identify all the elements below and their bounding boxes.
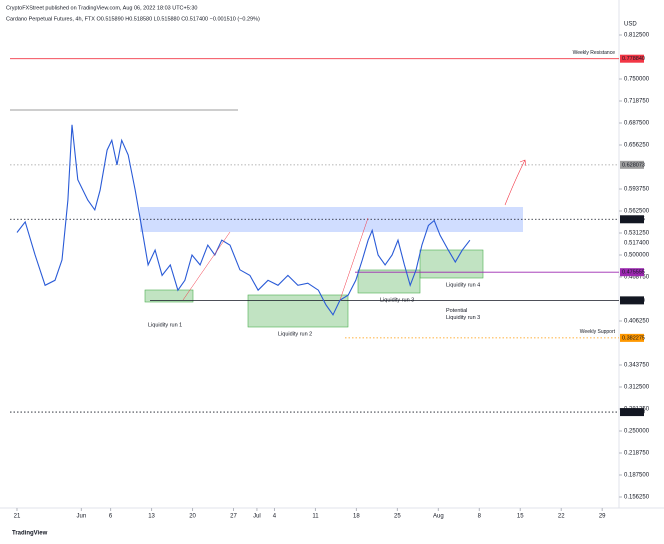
x-tick-label: 29 — [599, 514, 606, 520]
x-tick-label: 4 — [273, 514, 277, 520]
liquidity-box — [144, 289, 194, 303]
y-tick-label: 0.468750 — [624, 275, 650, 281]
projection-line — [182, 231, 231, 301]
y-tick-label: 0.718750 — [624, 99, 650, 105]
projection-arrow — [504, 159, 527, 206]
level-note: Weekly Support — [580, 329, 616, 335]
y-tick-label: 0.218750 — [624, 451, 650, 457]
y-tick-label: 0.687500 — [624, 121, 650, 127]
y-tick-label: 0.250000 — [624, 429, 650, 435]
y-tick-label: 0.562500 — [624, 209, 650, 215]
x-tick-label: 13 — [148, 514, 155, 520]
annotation: Liquidity run 3 — [380, 297, 414, 303]
x-tick-label: 27 — [230, 514, 237, 520]
x-tick-label: Jun — [77, 514, 87, 520]
level-label: 0.550745 — [622, 217, 645, 223]
x-tick-label: 21 — [14, 514, 21, 520]
annotation: Liquidity run 4 — [446, 282, 480, 288]
level-note: Weekly Resistance — [573, 50, 616, 56]
x-tick-label: 25 — [394, 514, 401, 520]
liquidity-box — [419, 249, 484, 279]
price-line — [16, 124, 471, 316]
x-tick-label: Aug — [433, 514, 444, 520]
y-tick-label: 0.343750 — [624, 363, 650, 369]
y-tick-label: 0.593750 — [624, 187, 650, 193]
x-tick-label: Jul — [253, 514, 261, 520]
annotation: Potential Liquidity run 3 — [446, 308, 480, 321]
annotation: Liquidity run 2 — [278, 331, 312, 337]
level-label: 0.778840 — [622, 56, 645, 62]
x-tick-label: 15 — [517, 514, 524, 520]
x-tick-label: 20 — [189, 514, 196, 520]
level-tag — [620, 215, 644, 224]
level-label: 0.276880 — [622, 410, 645, 416]
y-tick-label: 0.812500 — [624, 33, 650, 39]
level-tag — [620, 333, 644, 342]
x-tick-label: 22 — [558, 514, 565, 520]
x-tick-label: 6 — [109, 514, 113, 520]
level-tag — [620, 160, 644, 169]
y-tick-label: 0.656250 — [624, 143, 650, 149]
x-tick-label: 8 — [478, 514, 482, 520]
y-tick-label: 0.750000 — [624, 77, 650, 83]
currency: USD — [624, 22, 637, 28]
liquidity-box — [247, 294, 349, 328]
liquidity-box — [357, 269, 421, 294]
y-tick-label: 0.312500 — [624, 385, 650, 391]
level-label: 0.382275 — [622, 335, 645, 341]
x-tick-label: 18 — [353, 514, 360, 520]
last-price-label: 0.517400 — [624, 240, 650, 246]
level-tag — [620, 296, 644, 305]
annotation: Liquidity run 1 — [148, 322, 182, 328]
level-tag — [620, 54, 644, 63]
x-tick-label: 11 — [312, 514, 319, 520]
level-tag — [620, 268, 644, 277]
chart-title: Cardano Perpetual Futures, 4h, FTX O0.51… — [6, 16, 260, 22]
level-label: 0.475555 — [622, 270, 645, 276]
y-tick-label: 0.406250 — [624, 319, 650, 325]
level-label: 0.435550 — [622, 298, 645, 304]
header: CryptoFXStreet published on TradingView.… — [6, 5, 197, 11]
y-tick-label: 0.500000 — [624, 253, 650, 259]
footer: TradingView — [12, 531, 48, 537]
level-label: 0.628073 — [622, 162, 645, 168]
y-tick-label: 0.156250 — [624, 495, 650, 501]
projection-line — [339, 217, 369, 301]
y-tick-label: 0.187500 — [624, 473, 650, 479]
y-tick-label: 0.531250 — [624, 231, 650, 237]
level-tag — [620, 408, 644, 417]
